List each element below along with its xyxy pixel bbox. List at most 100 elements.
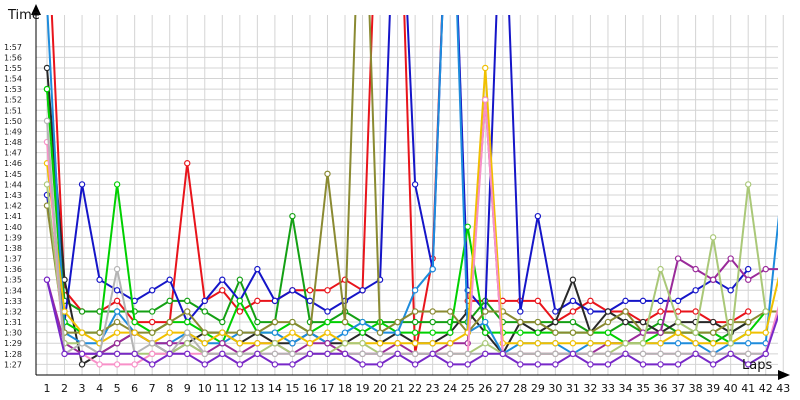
- y-tick-labels: 1:271:28 1:291:30 1:31 1:321:33 1:341:35 1:36…: [4, 43, 22, 370]
- data-point: [43, 276, 51, 283]
- x-tick-label: 5: [114, 382, 121, 395]
- data-point: [96, 276, 103, 283]
- x-tick-label: 26: [478, 382, 492, 395]
- x-tick-label: 17: [320, 382, 334, 395]
- data-point: [692, 350, 699, 358]
- data-point: [552, 318, 559, 326]
- series-line: [46, 15, 749, 324]
- data-point: [359, 287, 366, 294]
- data-point: [394, 318, 401, 326]
- data-point: [113, 181, 121, 188]
- data-point: [324, 308, 331, 315]
- x-tick-label: 27: [496, 382, 510, 395]
- data-point: [745, 308, 752, 315]
- data-point: [148, 329, 156, 336]
- data-point: [78, 361, 86, 368]
- data-point: [219, 318, 226, 326]
- data-point: [289, 340, 296, 347]
- data-point: [446, 350, 454, 358]
- data-point: [517, 329, 524, 336]
- data-point: [429, 329, 436, 336]
- data-point: [762, 265, 769, 273]
- y-tick-label: 1:53: [4, 85, 22, 94]
- data-point: [376, 340, 384, 347]
- x-tick-label: 22: [408, 382, 422, 395]
- data-point: [341, 318, 349, 326]
- data-point: [464, 361, 471, 368]
- data-point: [517, 308, 524, 315]
- data-point: [411, 329, 419, 336]
- data-point: [604, 350, 612, 358]
- data-point: [254, 297, 261, 305]
- data-point: [534, 329, 542, 336]
- data-point: [376, 361, 384, 368]
- data-point: [236, 329, 244, 336]
- series-6: [46, 15, 778, 358]
- data-point: [289, 318, 296, 326]
- data-point: [657, 297, 664, 305]
- data-point: [569, 350, 577, 358]
- data-point: [78, 329, 86, 336]
- data-point: [236, 350, 244, 358]
- data-point: [184, 350, 191, 358]
- data-point: [727, 287, 734, 294]
- x-tick-label: 11: [215, 382, 229, 395]
- data-point: [254, 265, 261, 273]
- data-point: [692, 308, 699, 315]
- data-point: [254, 340, 261, 347]
- data-point: [394, 350, 401, 358]
- x-tick-label: 4: [96, 382, 103, 395]
- data-point: [219, 329, 226, 336]
- data-point: [552, 361, 559, 368]
- data-point: [464, 350, 471, 358]
- data-point: [674, 329, 682, 336]
- y-axis-arrow-icon: [31, 4, 41, 15]
- data-point: [113, 308, 121, 315]
- data-point: [482, 64, 489, 72]
- y-tick-label: 1:44: [4, 180, 22, 189]
- data-point: [411, 340, 419, 347]
- x-tick-label: 6: [131, 382, 138, 395]
- data-point: [324, 350, 331, 358]
- data-point: [534, 361, 542, 368]
- data-point: [745, 265, 752, 273]
- data-point: [324, 340, 331, 347]
- data-point: [429, 340, 436, 347]
- data-point: [148, 318, 156, 326]
- y-tick-label: 1:27: [4, 360, 22, 369]
- x-tick-label: 31: [566, 382, 580, 395]
- data-point: [219, 340, 226, 347]
- data-point: [499, 350, 506, 358]
- data-point: [359, 329, 366, 336]
- data-point: [411, 361, 419, 368]
- y-tick-label: 1:32: [4, 307, 22, 316]
- data-point: [657, 329, 664, 336]
- y-tick-label: 1:46: [4, 159, 22, 168]
- data-point: [709, 276, 717, 283]
- data-point: [113, 329, 121, 336]
- data-point: [219, 287, 226, 294]
- data-point: [78, 350, 86, 358]
- data-point: [289, 361, 296, 368]
- data-point: [201, 361, 208, 368]
- data-point: [446, 329, 454, 336]
- data-point: [289, 287, 296, 294]
- data-point: [657, 340, 664, 347]
- data-point: [359, 350, 366, 358]
- data-point: [289, 329, 296, 336]
- data-point: [131, 329, 138, 336]
- data-point: [569, 329, 577, 336]
- data-point: [43, 85, 51, 93]
- data-point: [236, 276, 244, 283]
- data-point: [692, 287, 699, 294]
- data-point: [569, 308, 577, 315]
- data-point: [78, 308, 86, 315]
- x-tick-label: 30: [548, 382, 562, 395]
- data-point: [289, 212, 296, 220]
- data-point: [604, 308, 612, 315]
- data-point: [148, 350, 156, 358]
- data-point: [184, 318, 191, 326]
- data-point: [429, 308, 436, 315]
- y-tick-label: 1:41: [4, 212, 22, 221]
- data-point: [43, 117, 51, 125]
